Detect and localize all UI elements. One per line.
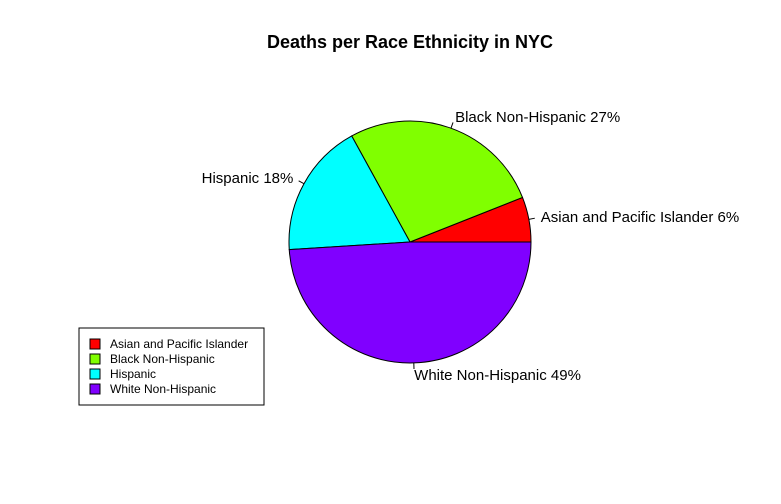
legend-entry: Hispanic xyxy=(110,367,156,381)
pie-slice xyxy=(351,120,524,243)
slice-label-leader xyxy=(528,217,535,220)
slice-label: Hispanic 18% xyxy=(202,170,294,187)
slice-label: Black Non-Hispanic 27% xyxy=(455,109,620,126)
slice-labels: Asian and Pacific Islander 6% Black Non-H… xyxy=(202,109,740,384)
legend-box xyxy=(78,327,265,406)
slice-label-leader xyxy=(450,122,454,129)
chart-title: Deaths per Race Ethnicity in NYC xyxy=(267,32,553,52)
legend-entry: White Non-Hispanic xyxy=(110,382,216,396)
legend-swatch xyxy=(89,368,101,380)
slice-label: Asian and Pacific Islander 6% xyxy=(541,209,739,226)
legend-swatch xyxy=(89,338,101,350)
slice-label-leader xyxy=(298,180,305,185)
pie-slices xyxy=(288,120,532,364)
slice-label: White Non-Hispanic 49% xyxy=(414,367,581,384)
legend-entry: Asian and Pacific Islander xyxy=(110,337,248,351)
legend-swatch xyxy=(89,383,101,395)
pie-slice xyxy=(288,241,532,364)
legend-swatch xyxy=(89,353,101,365)
pie-slice xyxy=(288,135,411,251)
legend-entry: Black Non-Hispanic xyxy=(110,352,215,366)
